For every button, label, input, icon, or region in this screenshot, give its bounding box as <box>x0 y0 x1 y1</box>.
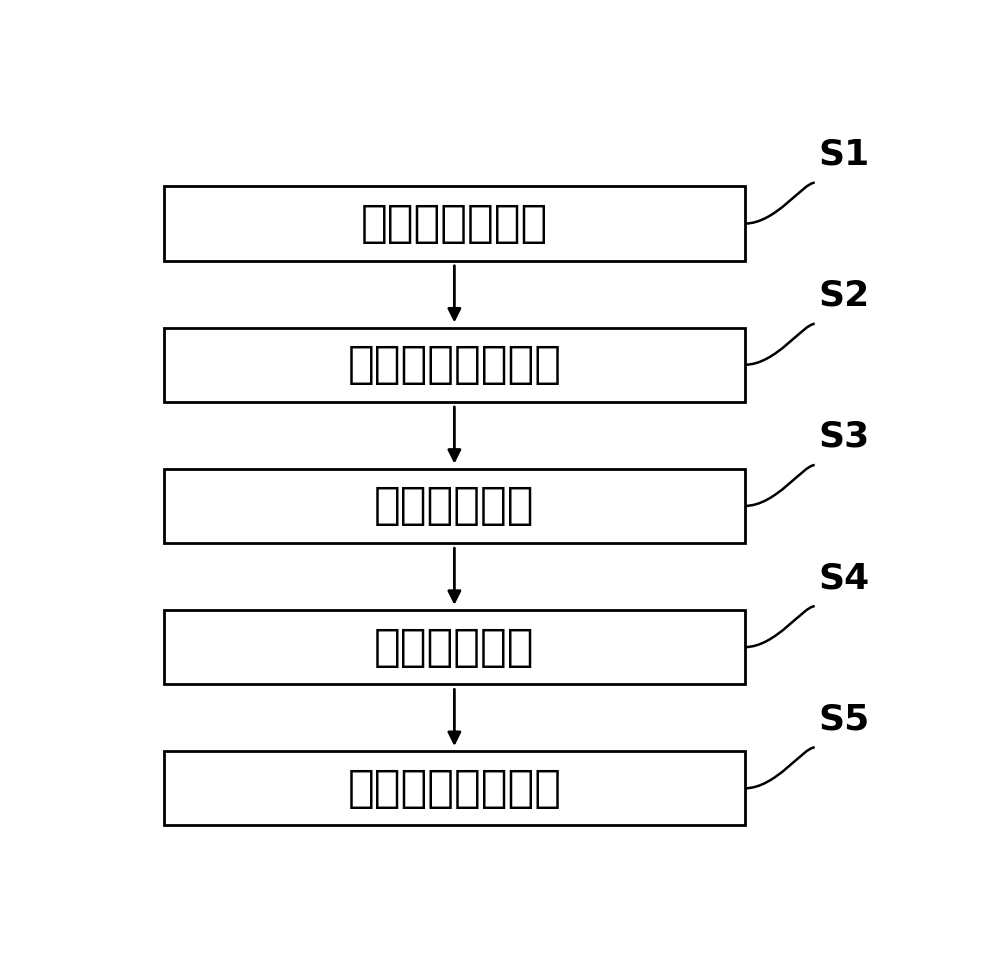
Text: 预钒补偿刀具选择: 预钒补偿刀具选择 <box>347 344 561 386</box>
Text: S2: S2 <box>819 279 870 313</box>
Bar <box>164 186 745 261</box>
Bar <box>164 327 745 401</box>
Text: 刀具排序及选择: 刀具排序及选择 <box>361 202 548 245</box>
Text: S4: S4 <box>819 561 870 595</box>
Text: S3: S3 <box>819 420 870 454</box>
Text: S1: S1 <box>819 138 870 172</box>
Bar <box>164 610 745 684</box>
Text: 选择修整槽刀: 选择修整槽刀 <box>374 625 535 669</box>
Text: 制作预钒分孔: 制作预钒分孔 <box>374 484 535 528</box>
Bar <box>164 751 745 825</box>
Bar <box>164 469 745 543</box>
Text: S5: S5 <box>819 703 870 736</box>
Text: 修整预留的槽孔边: 修整预留的槽孔边 <box>347 767 561 810</box>
